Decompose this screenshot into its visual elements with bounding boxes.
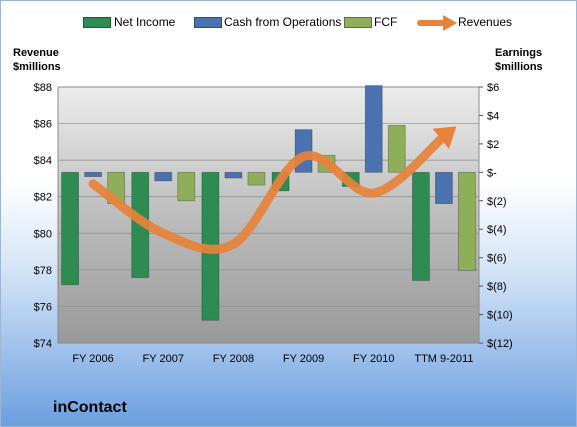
revenues-line: [88, 131, 449, 254]
left-axis-title-line2: $millions: [13, 61, 61, 73]
cash-ops-bar: [435, 171, 453, 205]
legend-swatch-fcf: [344, 17, 372, 28]
left-axis-title-line1: Revenue: [13, 47, 59, 59]
fcf-bar: [247, 171, 266, 186]
right-tick-label: $4: [487, 110, 499, 122]
revenues-arrowhead: [432, 126, 457, 149]
left-tick-label: $74: [34, 338, 52, 350]
left-tick-label: $84: [34, 155, 52, 167]
legend-swatch-cash-ops: [194, 17, 222, 28]
right-tick-label: $(4): [487, 224, 507, 236]
right-tick-label: $-: [487, 167, 497, 179]
net-income-bar: [61, 171, 79, 286]
x-tick-label: FY 2008: [213, 353, 254, 365]
right-tick-label: $6: [487, 82, 499, 94]
left-axis-title: Revenue $millions: [13, 46, 61, 74]
fcf-bar: [177, 171, 196, 202]
left-tick-label: $88: [34, 82, 52, 94]
left-tick-label: $82: [34, 192, 52, 204]
right-tick-label: $(12): [487, 338, 513, 350]
x-tick-label: TTM 9-2011: [414, 353, 473, 365]
right-tick-label: $(2): [487, 196, 507, 208]
chart-legend: Net Income Cash from Operations FCF Reve…: [1, 11, 576, 33]
net-income-bar: [412, 171, 430, 281]
legend-label-fcf: FCF: [374, 15, 398, 29]
right-tick-label: $(6): [487, 253, 507, 265]
left-tick-label: $86: [34, 119, 52, 131]
left-tick-label: $76: [34, 301, 52, 313]
fcf-bar: [387, 125, 406, 173]
legend-label-net-income: Net Income: [114, 15, 176, 29]
legend-label-cash-ops: Cash from Operations: [224, 15, 342, 29]
x-tick-label: FY 2009: [283, 353, 324, 365]
company-name: inContact: [53, 399, 127, 416]
fcf-bar: [458, 171, 476, 271]
right-tick-label: $(8): [487, 281, 507, 293]
cash-ops-bar: [84, 171, 102, 177]
left-tick-label: $80: [34, 228, 52, 240]
x-tick-label: FY 2010: [353, 353, 394, 365]
left-tick-label: $78: [34, 265, 52, 277]
right-tick-label: $(10): [487, 310, 513, 322]
right-axis-title-line1: Earnings: [495, 47, 543, 59]
legend-label-revenues: Revenues: [458, 15, 513, 29]
legend-arrow-revenues: [417, 15, 457, 31]
x-tick-label: FY 2007: [143, 353, 184, 365]
right-tick-label: $2: [487, 139, 499, 151]
right-axis-title: Earnings $millions: [495, 46, 543, 74]
legend-swatch-net-income: [83, 17, 111, 28]
x-tick-label: FY 2006: [72, 353, 113, 365]
cash-ops-bar: [364, 85, 383, 173]
cash-ops-bar: [224, 171, 243, 179]
cash-ops-bar: [154, 171, 173, 182]
right-axis-title-line2: $millions: [495, 61, 543, 73]
